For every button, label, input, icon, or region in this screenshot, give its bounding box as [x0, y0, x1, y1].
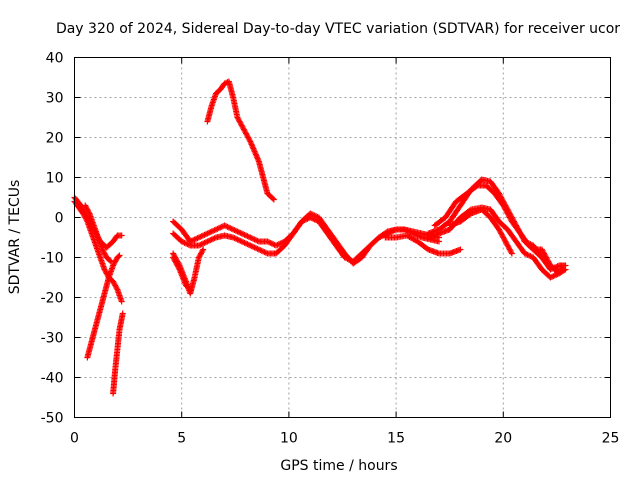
- y-tick-label: 30: [46, 91, 64, 107]
- x-tick-label: 5: [177, 431, 186, 447]
- series-arc-4: [82, 202, 114, 265]
- data-point-marker: [175, 265, 182, 272]
- data-point-marker: [119, 310, 126, 317]
- x-tick-label: 20: [494, 431, 512, 447]
- data-point-marker: [383, 229, 390, 236]
- data-point-marker: [269, 195, 276, 202]
- x-axis-label: GPS time / hours: [280, 458, 397, 474]
- series-arc-15: [382, 232, 464, 257]
- data-point-marker: [562, 262, 569, 269]
- data-point-marker: [270, 196, 277, 203]
- y-tick-label: 20: [46, 131, 64, 147]
- series-arc-7: [170, 210, 442, 267]
- y-tick-label: 40: [46, 51, 64, 67]
- series-arc-5: [110, 310, 126, 397]
- y-tick-label: 10: [46, 171, 64, 187]
- x-tick-label: 0: [70, 431, 79, 447]
- y-tick-label: 0: [55, 211, 64, 227]
- grid-layer: [74, 57, 611, 418]
- data-point-marker: [246, 137, 253, 144]
- data-point-marker: [118, 232, 125, 239]
- data-point-marker: [115, 253, 122, 260]
- data-point-marker: [116, 252, 123, 259]
- axis-layer: 0 5 10 15 20 25 -50 -40 -30 -20 -10 0 10 20 30 40: [41, 51, 620, 447]
- data-point-marker: [107, 258, 114, 265]
- y-tick-label: -20: [41, 291, 64, 307]
- data-point-marker: [187, 286, 194, 293]
- data-point-marker: [508, 249, 515, 256]
- x-tick-label: 10: [280, 431, 298, 447]
- chart-title: Day 320 of 2024, Sidereal Day-to-day VTE…: [56, 21, 620, 37]
- series-arc-10: [204, 78, 277, 203]
- data-point-marker: [186, 285, 193, 292]
- series-arc-1: [71, 198, 125, 305]
- series-arc-9: [170, 254, 194, 293]
- data-point-marker: [85, 209, 92, 216]
- data-point-marker: [508, 250, 515, 257]
- y-tick-label: -50: [41, 411, 64, 427]
- data-point-marker: [113, 285, 120, 292]
- data-point-marker: [473, 183, 480, 190]
- y-axis-label: SDTVAR / TECUs: [7, 180, 23, 295]
- data-point-marker: [118, 298, 125, 305]
- data-layer: [71, 78, 569, 397]
- y-tick-label: -40: [41, 371, 64, 387]
- x-tick-label: 15: [387, 431, 405, 447]
- plot-frame: [74, 57, 611, 418]
- x-tick-label: 25: [602, 431, 620, 447]
- data-point-marker: [106, 257, 113, 264]
- y-tick-label: -10: [41, 251, 64, 267]
- series-arc-3: [84, 252, 123, 361]
- data-point-marker: [457, 246, 464, 253]
- data-point-marker: [199, 247, 206, 254]
- y-tick-label: -30: [41, 331, 64, 347]
- data-point-marker: [200, 246, 207, 253]
- series-arc-16: [521, 238, 569, 273]
- series-arc-14: [446, 206, 515, 257]
